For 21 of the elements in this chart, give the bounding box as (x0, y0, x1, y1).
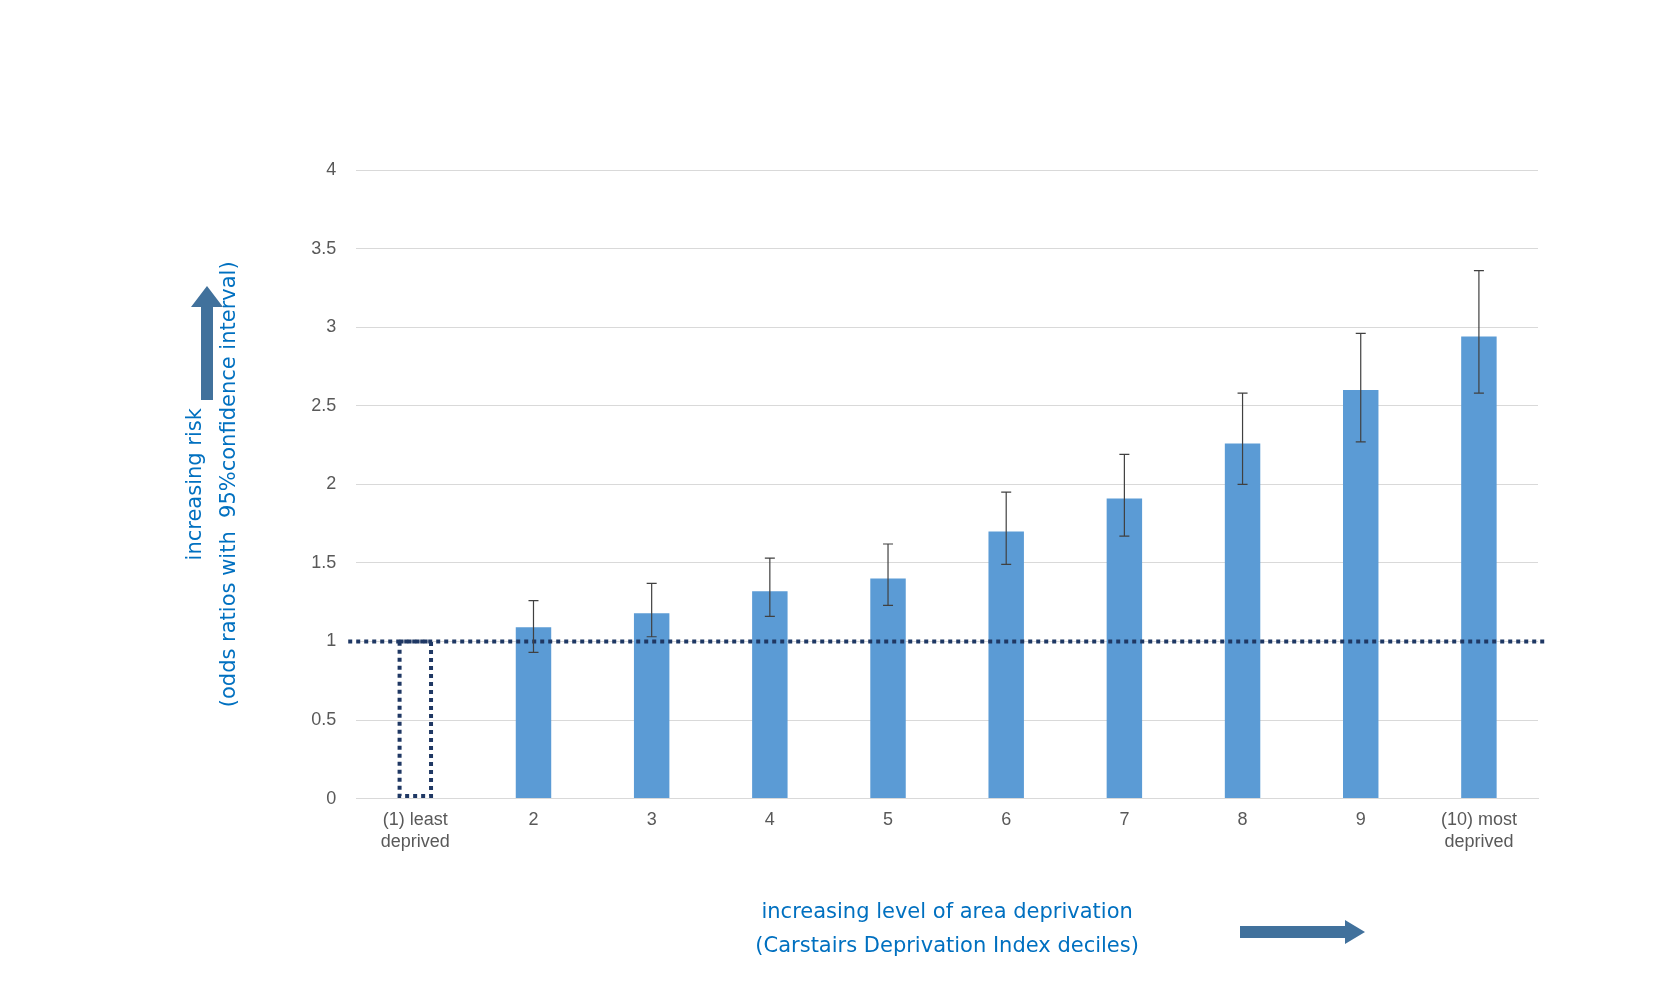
x-tick-label: (10) most deprived (1440, 809, 1517, 851)
x-axis-title: increasing level of area deprivation (Carstairs Deprivation Index deciles) (755, 899, 1139, 957)
y-tick-label: 2.5 (311, 394, 337, 415)
y-tick-label: 1.5 (311, 551, 337, 572)
x-tick-label: (1) least deprived (380, 809, 450, 851)
x-tick-label: 4 (764, 809, 775, 830)
y-axis-title: increasing risk (odds ratios with 95%confidence interval) (182, 261, 240, 708)
x-tick-label: 5 (883, 809, 894, 830)
y-tick-label: 2 (326, 473, 337, 494)
x-tick-label: 3 (646, 809, 657, 830)
x-tick-label: 7 (1119, 809, 1130, 830)
y-tick-label: 3.5 (311, 237, 337, 258)
x-tick-label: 6 (1001, 809, 1012, 830)
x-tick-label: 8 (1237, 809, 1248, 830)
y-tick-label: 0 (326, 787, 337, 808)
y-tick-label: 3 (326, 316, 337, 337)
y-tick-label: 1 (326, 630, 337, 651)
y-tick-label: 0.5 (311, 708, 337, 729)
x-tick-label: 2 (528, 809, 539, 830)
y-tick-label: 4 (326, 158, 337, 179)
x-tick-label: 9 (1355, 809, 1366, 830)
